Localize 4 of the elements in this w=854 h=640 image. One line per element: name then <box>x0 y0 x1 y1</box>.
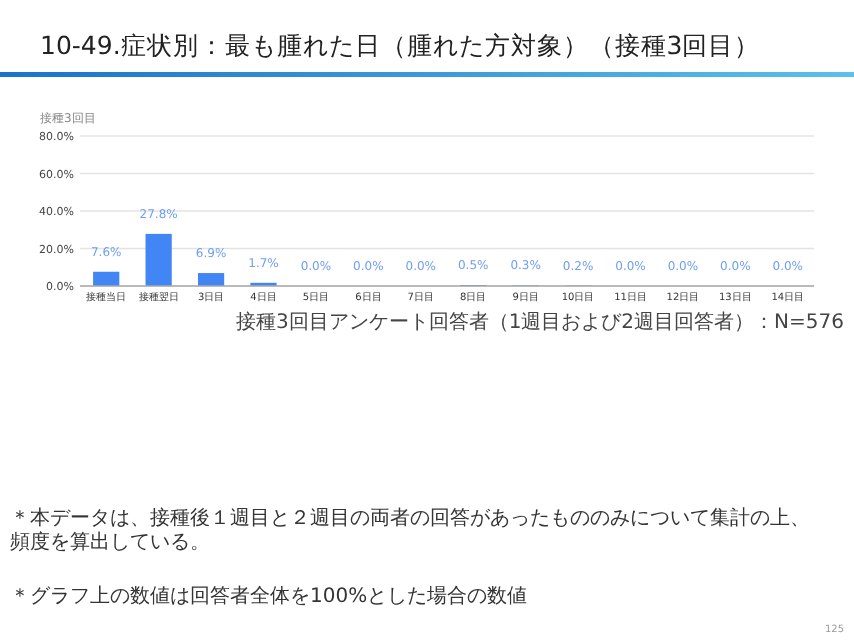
text: ＊本データは、接種後１週目と２週目の両者の回答があったもののみについて集計の上、頻度を算出している。 <box>10 506 810 554</box>
chart-title: 10-49.症状別：最も腫れた日（腫れた方対象）（接種3回目） <box>40 30 761 60</box>
text: 接種3回目アンケート回答者（1週目および2週目回答者）：N=576 <box>235 310 844 334</box>
text: ＊グラフ上の数値は回答者全体を100%とした場合の数値 <box>10 584 528 608</box>
